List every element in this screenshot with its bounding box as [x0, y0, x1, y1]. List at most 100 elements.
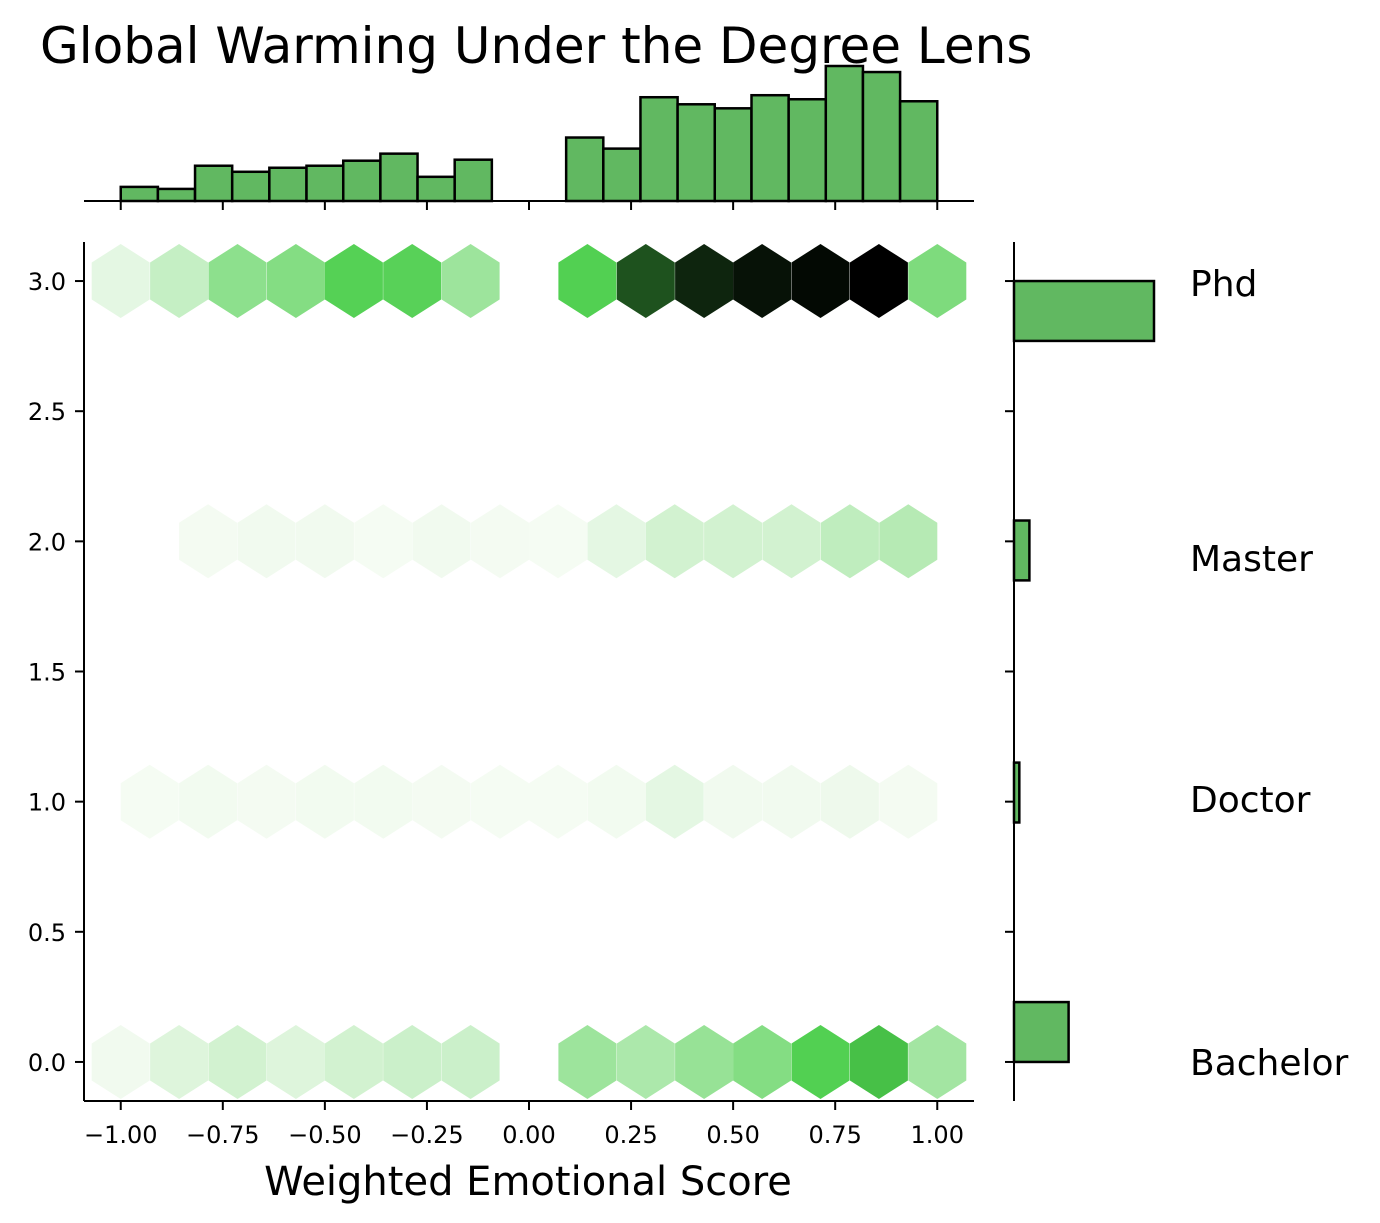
- x-marginal-bar: [564, 136, 605, 203]
- x-marginal-bar: [676, 103, 717, 203]
- hexbin-cell: [587, 764, 646, 839]
- hexbin-cell: [208, 1025, 267, 1099]
- y-tick-label: 1.0: [28, 789, 66, 817]
- hexbin-cell: [324, 244, 383, 318]
- axes: [83, 200, 1015, 1102]
- hexbin-cell: [471, 504, 529, 579]
- x-axis-label: Weighted Emotional Score: [264, 1159, 792, 1205]
- y-tick-label: 3.0: [28, 268, 66, 296]
- hexbin-cell: [91, 244, 150, 318]
- x-marginal-bar: [453, 158, 494, 203]
- hexbin-cell: [879, 504, 938, 579]
- x-marginal-bar: [119, 185, 160, 203]
- hexbin-cell: [471, 764, 529, 839]
- x-marginal-bar: [416, 175, 456, 203]
- hexbin-cell: [558, 1025, 617, 1099]
- hexbin-cell: [587, 504, 646, 579]
- x-tick-label: −1.00: [84, 1121, 158, 1149]
- hexbin-cell: [820, 504, 879, 579]
- category-label: Master: [1190, 539, 1313, 580]
- x-marginal-bar: [713, 107, 753, 203]
- x-marginal-bar: [268, 166, 308, 203]
- category-label: Doctor: [1190, 780, 1311, 821]
- x-marginal-bar: [305, 164, 345, 203]
- hexbin-cell: [704, 764, 763, 839]
- y-tick-label: 0.5: [28, 919, 66, 947]
- hexbin-cell: [266, 244, 325, 318]
- x-marginal-bar: [824, 64, 865, 203]
- hexbin-cell: [237, 764, 296, 839]
- y-tick-label: 0.0: [28, 1049, 66, 1077]
- x-marginal-bar: [898, 100, 939, 203]
- hexbin-cell: [908, 1025, 967, 1099]
- hexbin-cell: [237, 504, 296, 579]
- hexbin-cell: [179, 504, 238, 579]
- hexbin-cell: [675, 1025, 734, 1099]
- x-tick-label: 0.50: [706, 1121, 759, 1149]
- hexbin-layer: [91, 244, 967, 1099]
- hexbin-cell: [91, 1025, 150, 1099]
- x-axis-ticks: −1.00 −0.75 −0.50 −0.25 0.00 0.25 0.50 0.75 1.00: [84, 201, 964, 1149]
- hexbin-cell: [558, 244, 617, 318]
- x-marginal-bar: [787, 97, 828, 203]
- x-tick-label: −0.50: [288, 1121, 362, 1149]
- x-marginal-bar: [379, 152, 419, 203]
- hexbin-cell: [762, 764, 821, 839]
- y-tick-label: 1.5: [28, 659, 66, 687]
- x-tick-label: 0.25: [604, 1121, 657, 1149]
- hexbin-cell: [441, 1025, 500, 1099]
- x-tick-label: 1.00: [911, 1121, 964, 1149]
- y-tick-label: 2.5: [28, 398, 66, 426]
- hexbin-cell: [208, 244, 267, 318]
- hexbin-cell: [616, 1025, 675, 1099]
- y-marginal-bar: [1012, 1000, 1070, 1064]
- hexbin-cell: [645, 764, 704, 839]
- category-label: Phd: [1190, 264, 1257, 305]
- hexbin-cell: [879, 764, 938, 839]
- hexbin-cell: [179, 764, 238, 839]
- hexbin-cell: [383, 1025, 442, 1099]
- x-marginal-bar: [602, 147, 642, 203]
- y-marginal-histogram: [1012, 279, 1156, 1064]
- hexbin-cell: [908, 244, 967, 318]
- category-labels: Phd Master Doctor Bachelor: [1190, 264, 1349, 1084]
- hexbin-cell: [295, 504, 354, 579]
- x-tick-label: −0.25: [390, 1121, 464, 1149]
- hexbin-cell: [849, 244, 908, 318]
- hexbin-cell: [354, 504, 413, 579]
- x-marginal-histogram: [119, 64, 939, 203]
- y-axis-ticks: 0.0 0.5 1.0 1.5 2.0 2.5 3.0: [28, 268, 1014, 1077]
- hexbin-cell: [412, 764, 471, 839]
- hexbin-cell: [150, 244, 209, 318]
- hexbin-cell: [704, 504, 763, 579]
- x-marginal-bar: [861, 70, 902, 203]
- hexbin-cell: [412, 504, 471, 579]
- hexbin-cell: [150, 1025, 209, 1099]
- x-tick-label: 0.00: [502, 1121, 555, 1149]
- hexbin-cell: [733, 244, 792, 318]
- x-tick-label: 0.75: [808, 1121, 861, 1149]
- hexbin-cell: [645, 504, 704, 579]
- hexbin-cell: [791, 244, 850, 318]
- hexbin-cell: [791, 1025, 850, 1099]
- x-marginal-bar: [193, 164, 234, 203]
- hexbin-cell: [616, 244, 675, 318]
- y-tick-label: 2.0: [28, 528, 66, 556]
- hexbin-cell: [354, 764, 413, 839]
- x-marginal-bar: [639, 95, 679, 203]
- x-marginal-bar: [341, 159, 382, 203]
- hexbin-cell: [120, 764, 179, 839]
- y-marginal-bar: [1012, 279, 1156, 343]
- hexbin-cell: [295, 764, 354, 839]
- chart-title: Global Warming Under the Degree Lens: [40, 17, 1032, 75]
- hexbin-cell: [529, 504, 587, 579]
- x-marginal-bar: [230, 170, 271, 203]
- x-tick-label: −0.75: [186, 1121, 260, 1149]
- hexbin-cell: [675, 244, 734, 318]
- hexbin-cell: [441, 244, 500, 318]
- hexbin-cell: [529, 764, 587, 839]
- hexbin-cell: [324, 1025, 383, 1099]
- x-marginal-bar: [156, 187, 197, 203]
- hexbin-cell: [266, 1025, 325, 1099]
